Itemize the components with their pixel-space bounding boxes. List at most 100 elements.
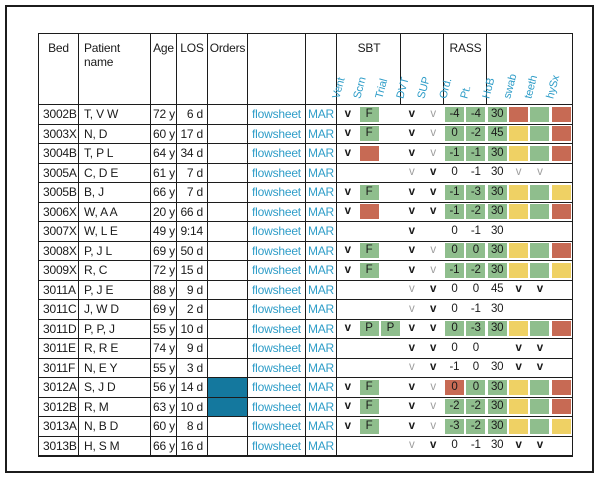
check-cell-dvt: v [401, 163, 423, 183]
check-cell-dvt: v [401, 202, 423, 222]
rass-group-label: RASS [449, 41, 482, 55]
check-cell-hob: 30 [486, 261, 508, 281]
check-cell-hysx [550, 222, 572, 242]
mar-link[interactable]: MAR [307, 341, 335, 356]
check-cell-hysx [550, 163, 572, 183]
check-cell-pt: -2 [465, 261, 487, 281]
flowsheet-link[interactable]: flowsheet [252, 243, 301, 258]
flowsheet-link[interactable]: flowsheet [252, 360, 301, 375]
mar-link[interactable]: MAR [307, 146, 335, 161]
mar-link[interactable]: MAR [307, 126, 335, 141]
flowsheet-link[interactable]: flowsheet [252, 126, 301, 141]
flowsheet-link[interactable]: flowsheet [252, 204, 301, 219]
flowsheet-link[interactable]: flowsheet [252, 341, 301, 356]
flowsheet-link[interactable]: flowsheet [252, 165, 301, 180]
flowsheet-link[interactable]: flowsheet [252, 107, 301, 122]
mar-link[interactable]: MAR [307, 263, 335, 278]
check-cell-teeth [529, 300, 551, 320]
age-cell: 60 y [151, 124, 177, 144]
check-cell-sup [422, 222, 444, 242]
orders-cell [208, 339, 248, 359]
check-cell-ord: 0 [443, 124, 466, 144]
check-cell-swab [507, 417, 530, 437]
mar-link[interactable]: MAR [307, 380, 335, 395]
check-cell-vent: v [337, 397, 359, 417]
check-cell-ord: -4 [443, 105, 466, 125]
mar-cell: MAR [306, 222, 337, 242]
check-cell-hob: 45 [486, 124, 508, 144]
age-cell: 55 y [151, 358, 177, 378]
check-cell-hob: 30 [486, 144, 508, 164]
check-cell-pt: -1 [465, 222, 487, 242]
check-cell-scrn [358, 280, 380, 300]
flowsheet-link[interactable]: flowsheet [252, 438, 301, 453]
mar-link[interactable]: MAR [307, 399, 335, 414]
check-cell-ord: -2 [443, 397, 466, 417]
header-patient-name: Patient name [79, 34, 151, 105]
check-cell-trial: P [379, 319, 402, 339]
flowsheet-cell: flowsheet [248, 417, 306, 437]
mar-link[interactable]: MAR [307, 360, 335, 375]
flowsheet-link[interactable]: flowsheet [252, 282, 301, 297]
patient-name-cell: B, J [79, 183, 151, 203]
mar-cell: MAR [306, 183, 337, 203]
orders-cell [208, 183, 248, 203]
mar-link[interactable]: MAR [307, 243, 335, 258]
flowsheet-link[interactable]: flowsheet [252, 321, 301, 336]
check-cell-trial [379, 222, 402, 242]
bed-cell: 3011E [39, 339, 79, 359]
check-cell-pt: 0 [465, 358, 487, 378]
mar-link[interactable]: MAR [307, 419, 335, 434]
check-cell-dvt: v [401, 436, 423, 456]
los-cell: 7 d [177, 163, 208, 183]
patient-name-cell: N, D [79, 124, 151, 144]
bed-cell: 3013B [39, 436, 79, 456]
orders-cell [208, 241, 248, 261]
check-cell-dvt: v [401, 397, 423, 417]
mar-link[interactable]: MAR [307, 282, 335, 297]
orders-cell [208, 144, 248, 164]
mar-link[interactable]: MAR [307, 302, 335, 317]
flowsheet-link[interactable]: flowsheet [252, 399, 301, 414]
mar-link[interactable]: MAR [307, 165, 335, 180]
check-cell-hob: 45 [486, 280, 508, 300]
mar-cell: MAR [306, 241, 337, 261]
check-cell-dvt: v [401, 280, 423, 300]
los-cell: 16 d [177, 436, 208, 456]
mar-link[interactable]: MAR [307, 185, 335, 200]
orders-cell[interactable] [208, 397, 248, 417]
check-cell-teeth [529, 124, 551, 144]
flowsheet-link[interactable]: flowsheet [252, 380, 301, 395]
check-cell-vent: v [337, 144, 359, 164]
flowsheet-link[interactable]: flowsheet [252, 185, 301, 200]
mar-cell: MAR [306, 105, 337, 125]
check-cell-swab [507, 124, 530, 144]
check-cell-hysx [550, 417, 572, 437]
mar-link[interactable]: MAR [307, 321, 335, 336]
check-cell-teeth: v [529, 358, 551, 378]
check-cell-ord: 0 [443, 319, 466, 339]
flowsheet-link[interactable]: flowsheet [252, 146, 301, 161]
check-cell-scrn [358, 436, 380, 456]
orders-cell[interactable] [208, 378, 248, 398]
flowsheet-cell: flowsheet [248, 397, 306, 417]
orders-cell [208, 163, 248, 183]
check-cell-teeth: v [529, 280, 551, 300]
bed-cell: 3012A [39, 378, 79, 398]
header-bed: Bed [39, 34, 79, 105]
check-cell-ord: 0 [443, 280, 466, 300]
mar-link[interactable]: MAR [307, 438, 335, 453]
los-cell: 50 d [177, 241, 208, 261]
flowsheet-link[interactable]: flowsheet [252, 263, 301, 278]
flowsheet-link[interactable]: flowsheet [252, 302, 301, 317]
flowsheet-cell: flowsheet [248, 300, 306, 320]
flowsheet-link[interactable]: flowsheet [252, 419, 301, 434]
check-cell-teeth [529, 222, 551, 242]
mar-link[interactable]: MAR [307, 224, 335, 239]
mar-link[interactable]: MAR [307, 204, 335, 219]
flowsheet-link[interactable]: flowsheet [252, 224, 301, 239]
bed-cell: 3004B [39, 144, 79, 164]
check-cell-pt: -1 [465, 163, 487, 183]
mar-link[interactable]: MAR [307, 107, 335, 122]
check-cell-hysx [550, 436, 572, 456]
